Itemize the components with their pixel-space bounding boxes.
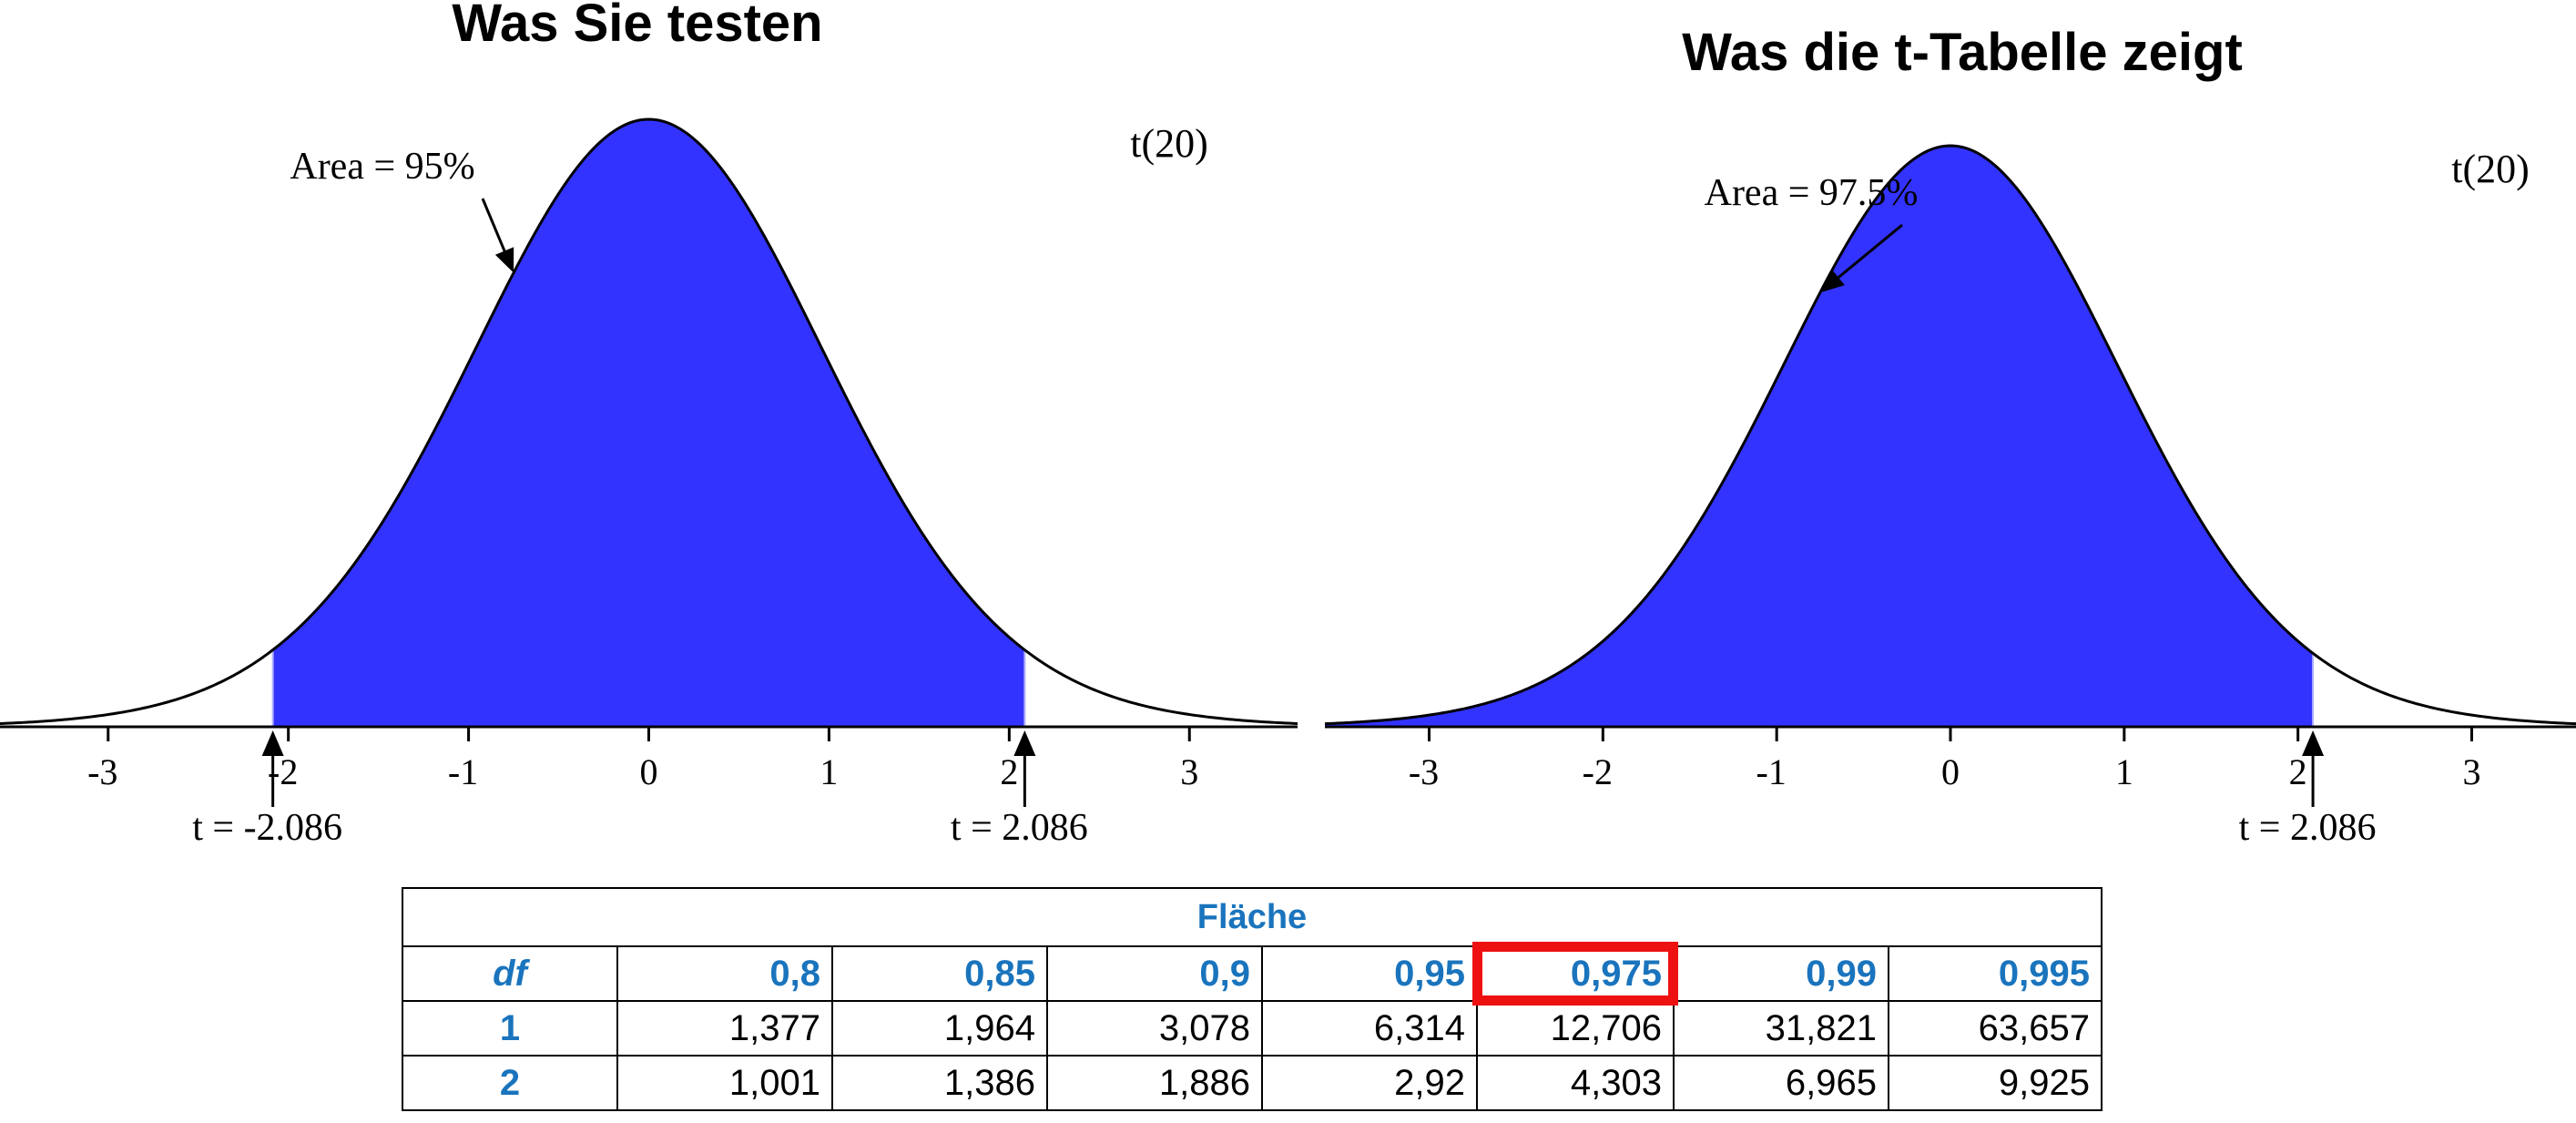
critical-value-label: t = -2.086: [192, 807, 342, 849]
table-row: 2 1,001 1,386 1,886 2,92 4,303 6,965 9,9…: [402, 1055, 2103, 1111]
table-row: 1 1,377 1,964 3,078 6,314 12,706 31,821 …: [402, 1000, 2103, 1057]
area-arrow-head: [1819, 270, 1845, 293]
table-cell: 31,821: [1673, 1000, 1889, 1057]
area-arrow-shaft: [481, 198, 509, 259]
table-cell: 1,386: [831, 1055, 1048, 1111]
x-tick-label: -3: [87, 751, 117, 792]
area-arrow-head: [494, 247, 514, 273]
left-chart-title: Was Sie testen: [452, 0, 823, 53]
table-cell: 1,886: [1046, 1055, 1263, 1111]
table-cell: 1,001: [616, 1055, 833, 1111]
table-cell: 6,314: [1261, 1000, 1478, 1057]
table-cell: 2,92: [1261, 1055, 1478, 1111]
t-table: Fläche df 0,8 0,85 0,9 0,95 0,975 0,99 0…: [402, 887, 2103, 1111]
table-cell: 4,303: [1476, 1055, 1675, 1111]
column-header-df: df: [402, 945, 618, 1002]
critical-marker-arrowhead: [1013, 730, 1036, 756]
column-header-highlighted: 0,975: [1473, 943, 1679, 1006]
row-df-cell: 2: [402, 1055, 618, 1111]
column-header: 0,995: [1888, 945, 2103, 1002]
table-caption-row: Fläche: [402, 887, 2103, 947]
shaded-area: [272, 119, 1025, 727]
distribution-label: t(20): [2451, 147, 2530, 191]
x-tick-label: -2: [1583, 751, 1613, 792]
area-label: Area = 95%: [290, 146, 474, 188]
table-cell: 3,078: [1046, 1000, 1263, 1057]
left-t-distribution-chart: -3 -2 -1 0 1 2 3t(20)Area = 95%t = -2.086 t = 2…: [0, 117, 1298, 849]
column-header: 0,85: [831, 945, 1048, 1002]
column-header: 0,9: [1046, 945, 1263, 1002]
x-tick-label: 0: [640, 751, 658, 792]
column-header: 0,95: [1261, 945, 1478, 1002]
x-tick-label: 3: [1180, 751, 1198, 792]
table-header-row: df 0,8 0,85 0,9 0,95 0,975 0,99 0,995: [402, 943, 2103, 1006]
shaded-area: [1325, 146, 2314, 728]
critical-value-label: t = 2.086: [2239, 807, 2377, 849]
table-caption: Fläche: [402, 887, 2103, 947]
column-header: 0,99: [1673, 945, 1889, 1002]
right-chart-title: Was die t-Tabelle zeigt: [1682, 23, 2243, 82]
table-cell: 1,964: [831, 1000, 1048, 1057]
critical-marker-arrowhead: [2302, 730, 2325, 756]
distribution-label: t(20): [1130, 121, 1208, 166]
x-tick-label: 1: [2115, 751, 2133, 792]
right-t-distribution-chart: -3 -2 -1 0 1 2 3 t(20) Area = 97.5% t = 2.086: [1325, 144, 2576, 849]
x-tick-label: 1: [820, 751, 838, 792]
x-tick-label: 3: [2463, 751, 2481, 792]
area-arrow-shaft: [1831, 223, 1903, 283]
critical-value-label: t = 2.086: [951, 807, 1088, 849]
table-cell: 1,377: [616, 1000, 833, 1057]
x-tick-label: 2: [2289, 751, 2307, 792]
x-tick-label: 0: [1941, 751, 1960, 792]
x-tick-label: -3: [1409, 751, 1439, 792]
table-cell: 12,706: [1476, 1000, 1675, 1057]
x-tick-label: -1: [1756, 751, 1787, 792]
table-cell: 9,925: [1888, 1055, 2103, 1111]
critical-marker-arrowhead: [261, 730, 284, 756]
density-curve: [1325, 144, 2576, 726]
x-tick-label: -1: [448, 751, 478, 792]
table-cell: 63,657: [1888, 1000, 2103, 1057]
x-tick-label: 2: [1000, 751, 1018, 792]
column-header: 0,8: [616, 945, 833, 1002]
density-curve: [0, 117, 1298, 725]
table-cell: 6,965: [1673, 1055, 1889, 1111]
area-label: Area = 97.5%: [1705, 172, 1919, 214]
row-df-cell: 1: [402, 1000, 618, 1057]
